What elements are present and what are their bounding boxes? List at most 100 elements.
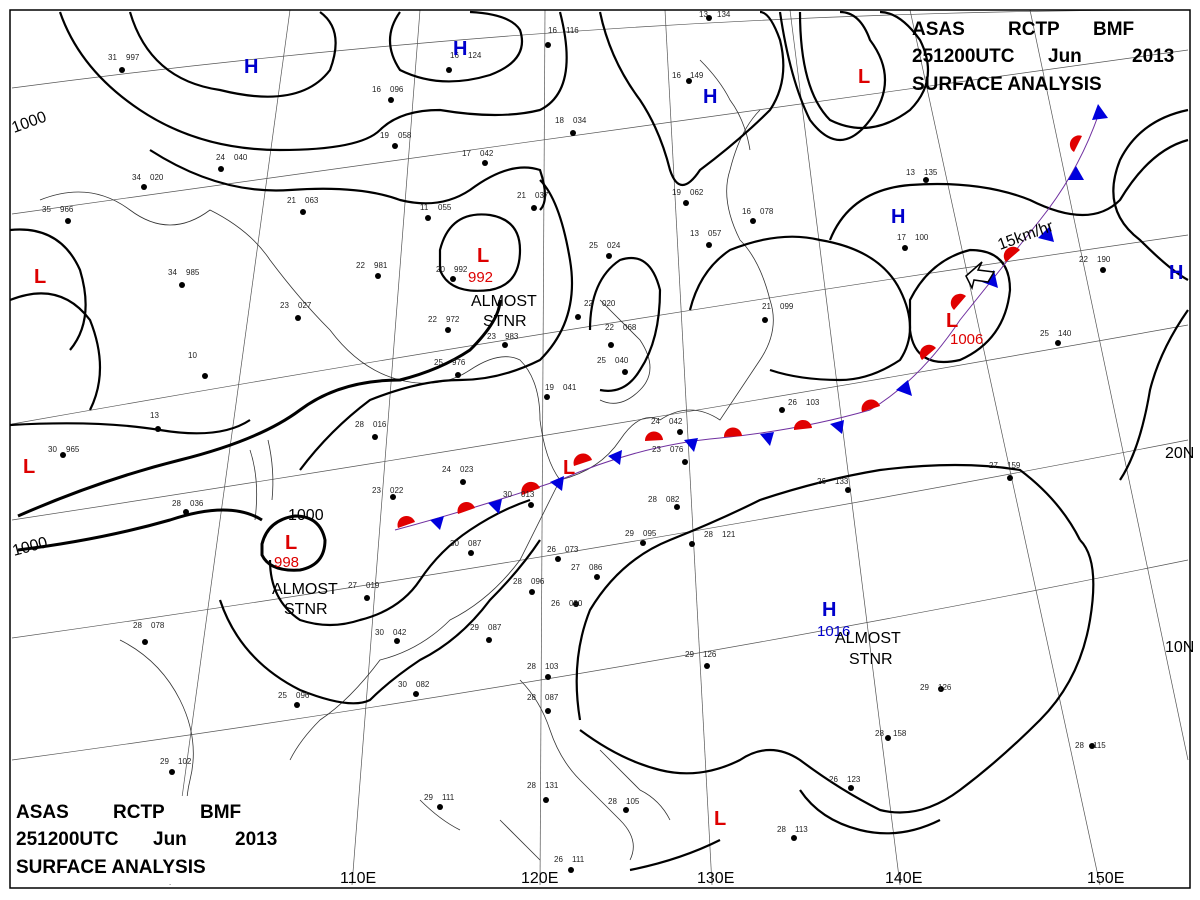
station-temperature: 28 <box>648 495 657 504</box>
station-temperature: 34 <box>132 173 141 182</box>
stationary-front <box>394 104 1108 531</box>
motion-arrow-icon <box>965 261 996 291</box>
station-temperature: 29 <box>625 529 634 538</box>
header-center-code: ASAS <box>912 19 965 40</box>
station-pressure: 966 <box>60 205 74 214</box>
header-bottom: ASAS RCTP BMF 251200UTC Jun 2013 SURFACE… <box>12 796 288 884</box>
station-pressure: 997 <box>126 53 140 62</box>
station-pressure: 013 <box>521 490 535 499</box>
station-temperature: 23 <box>372 486 381 495</box>
station-temperature: 27 <box>348 581 357 590</box>
header-year: 2013 <box>235 829 277 850</box>
station-temperature: 19 <box>545 383 554 392</box>
station-pressure: 034 <box>573 116 587 125</box>
station-pressure: 096 <box>390 85 404 94</box>
isobar-value: 1000 <box>288 507 324 524</box>
low-center: L <box>477 245 489 267</box>
header-time: 251200UTC <box>16 829 119 850</box>
almost-stnr-label: ALMOST <box>835 630 901 647</box>
station-temperature: 27 <box>989 461 998 470</box>
station-temperature: 28 <box>133 621 142 630</box>
low-center: L <box>946 310 958 332</box>
station-pressure: 040 <box>615 356 629 365</box>
station-pressure: 090 <box>569 599 583 608</box>
station-temperature: 17 <box>462 149 471 158</box>
station-temperature: 28 <box>355 420 364 429</box>
station-temperature: 22 <box>1079 255 1088 264</box>
station-pressure: 116 <box>566 26 579 35</box>
station-pressure: 057 <box>708 229 722 238</box>
station-temperature: 29 <box>920 683 929 692</box>
station-temperature: 13 <box>150 411 159 420</box>
station-temperature: 30 <box>375 628 384 637</box>
station-pressure: 134 <box>717 10 731 19</box>
low-center: L <box>858 66 870 88</box>
high-center: H <box>244 56 258 78</box>
lat-label: 10N <box>1165 639 1194 656</box>
station-pressure: 022 <box>390 486 404 495</box>
station-temperature: 28 <box>527 662 536 671</box>
station-temperature: 22 <box>428 315 437 324</box>
high-center: H <box>822 599 836 621</box>
station-temperature: 13 <box>906 168 915 177</box>
almost-stnr-label: STNR <box>284 601 328 618</box>
station-temperature: 26 <box>829 775 838 784</box>
station-temperature: 10 <box>188 351 197 360</box>
station-pressure: 042 <box>669 417 683 426</box>
station-pressure: 102 <box>178 757 192 766</box>
station-temperature: 13 <box>690 229 699 238</box>
station-temperature: 25 <box>597 356 606 365</box>
isobars <box>9 10 1189 872</box>
station-temperature: 20 <box>436 265 445 274</box>
high-center: H <box>1169 262 1183 284</box>
station-temperature: 29 <box>470 623 479 632</box>
station-pressure: 020 <box>150 173 164 182</box>
header-month: Jun <box>153 829 187 850</box>
station-temperature: 23 <box>487 332 496 341</box>
station-temperature: 23 <box>280 301 289 310</box>
header-title: SURFACE ANALYSIS <box>912 74 1102 95</box>
station-temperature: 24 <box>651 417 660 426</box>
station-temperature: 17 <box>897 233 906 242</box>
station-temperature: 30 <box>503 490 512 499</box>
lon-label: 110E <box>340 870 376 887</box>
station-temperature: 24 <box>442 465 451 474</box>
almost-stnr-label: STNR <box>849 651 893 668</box>
station-temperature: 21 <box>517 191 526 200</box>
station-pressure: 190 <box>1097 255 1111 264</box>
station-pressure: 068 <box>623 323 637 332</box>
station-pressure: 965 <box>66 445 80 454</box>
high-center-value: 1016 <box>817 623 850 640</box>
station-temperature: 11 <box>420 203 429 212</box>
station-temperature: 29 <box>685 650 694 659</box>
station-pressure: 058 <box>398 131 412 140</box>
station-pressure: 983 <box>505 332 519 341</box>
station-pressure: 105 <box>626 797 640 806</box>
station-temperature: 28 <box>875 729 884 738</box>
station-pressure: 087 <box>488 623 502 632</box>
station-temperature: 30 <box>48 445 57 454</box>
station-temperature: 28 <box>172 499 181 508</box>
header-time: 251200UTC <box>912 46 1015 67</box>
almost-stnr-label: ALMOST <box>471 293 537 310</box>
station-temperature: 25 <box>589 241 598 250</box>
station-temperature: 16 <box>450 51 459 60</box>
low-center: L <box>34 266 46 288</box>
header-station: RCTP <box>1008 19 1060 40</box>
station-temperature: 34 <box>168 268 177 277</box>
station-temperature: 26 <box>547 545 556 554</box>
header-month: Jun <box>1048 46 1082 67</box>
station-temperature: 23 <box>652 445 661 454</box>
lon-label: 140E <box>885 870 922 887</box>
station-temperature: 16 <box>742 207 751 216</box>
station-temperature: 18 <box>555 116 564 125</box>
low-center: L <box>714 808 726 830</box>
grid-labels: 110E 120E 130E 140E 150E 20N 10N <box>340 445 1194 887</box>
station-temperature: 28 <box>527 693 536 702</box>
station-pressure: 082 <box>416 680 430 689</box>
low-center-value: 992 <box>468 269 493 286</box>
header-year: 2013 <box>1132 46 1174 67</box>
station-temperature: 31 <box>108 53 117 62</box>
high-center: H <box>453 38 467 60</box>
station-pressure: 140 <box>1058 329 1072 338</box>
